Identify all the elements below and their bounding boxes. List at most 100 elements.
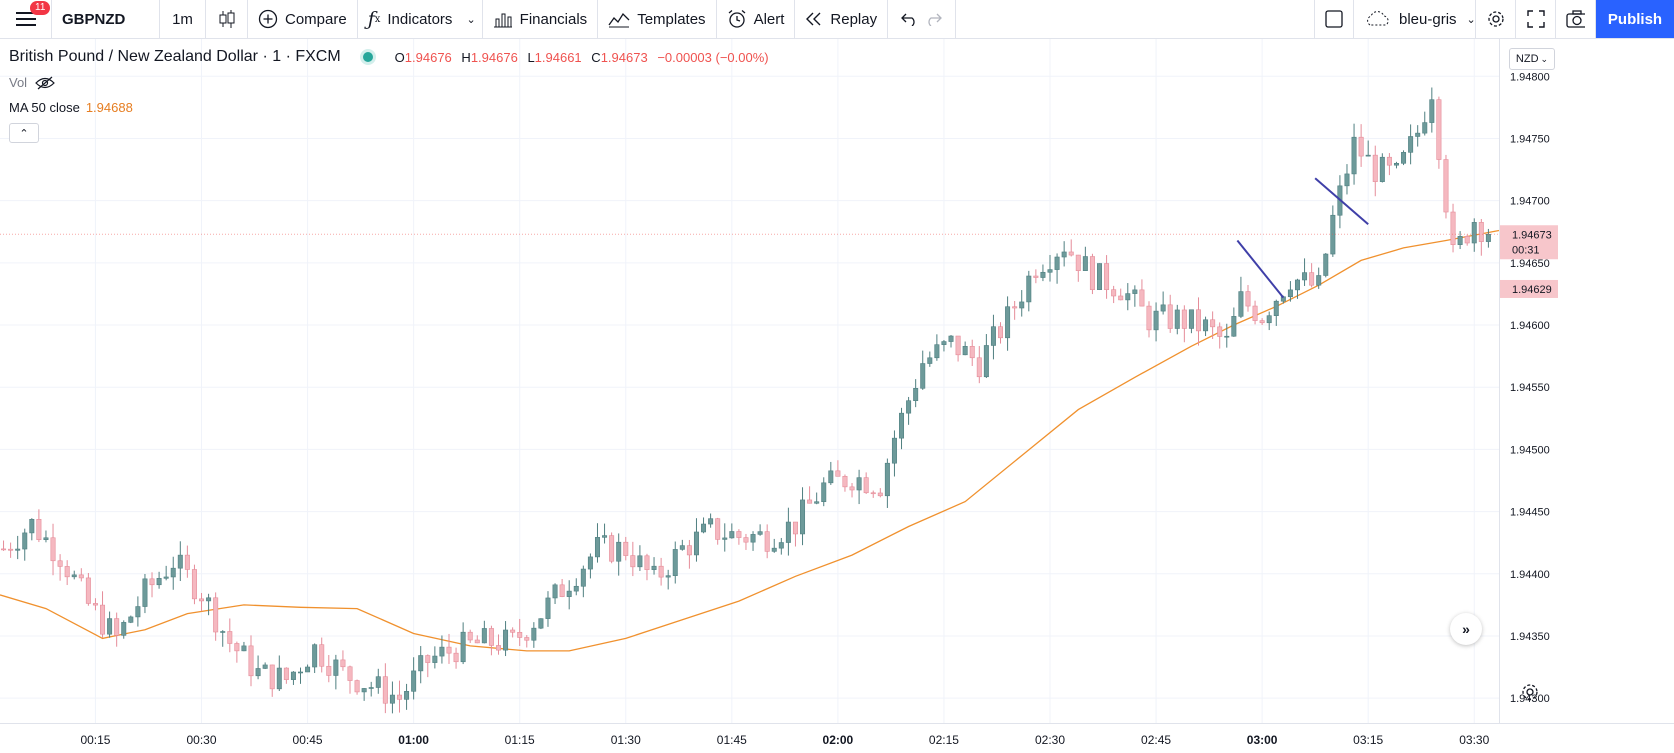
candle-body	[1266, 315, 1272, 324]
templates-button[interactable]: Templates	[598, 0, 717, 38]
candle-body	[1132, 289, 1138, 294]
trend-line	[1236, 239, 1285, 299]
candle-body	[1082, 256, 1088, 271]
candle-body	[361, 688, 367, 693]
candle-body	[1, 548, 7, 551]
layout-toggle-button[interactable]	[1314, 0, 1354, 38]
candle-body	[43, 537, 49, 540]
candle-body	[319, 644, 325, 667]
candle-body	[1358, 136, 1364, 157]
interval-button[interactable]: 1m	[160, 0, 206, 38]
undo-icon[interactable]	[900, 12, 919, 26]
candle-body	[1061, 251, 1067, 258]
chevron-down-icon: ⌄	[1466, 13, 1476, 26]
candle-body	[870, 492, 876, 495]
candle-body	[1160, 304, 1166, 312]
settings-button[interactable]	[1476, 0, 1516, 38]
symbol-search-button[interactable]: GBPNZD	[52, 0, 160, 38]
candle-body	[792, 521, 798, 535]
currency-selector[interactable]: NZD ⌄	[1509, 48, 1555, 70]
candle-body	[1167, 304, 1173, 329]
candle-body	[71, 574, 77, 578]
financials-button[interactable]: Financials	[483, 0, 599, 38]
candle-body	[85, 577, 91, 604]
chart-type-button[interactable]	[206, 0, 248, 38]
candle-body	[36, 519, 42, 540]
candle-body	[1181, 309, 1187, 329]
candle-body	[729, 531, 735, 539]
layout-name-button[interactable]: bleu-gris ⌄	[1354, 0, 1476, 38]
candle-body	[750, 534, 756, 543]
undo-redo-group	[888, 0, 957, 38]
time-tick-label: 02:00	[823, 733, 854, 747]
candle-body	[50, 537, 56, 562]
price-tick-label: 1.94700	[1510, 196, 1550, 208]
candle-body	[602, 535, 608, 538]
candle-body	[693, 531, 699, 556]
candle-body	[142, 578, 148, 607]
candle-body	[580, 568, 586, 587]
redo-icon[interactable]	[924, 12, 943, 26]
alert-label: Alert	[753, 10, 785, 28]
candle-body	[326, 665, 332, 676]
candle-body	[658, 565, 664, 578]
fullscreen-button[interactable]	[1516, 0, 1556, 38]
ma-legend[interactable]: MA 50 close 1.94688	[9, 100, 133, 115]
candles-layer	[1, 87, 1491, 714]
candle-body	[1294, 279, 1300, 291]
candle-body	[990, 326, 996, 346]
interval-label: 1m	[172, 10, 193, 28]
candle-body	[771, 547, 777, 552]
collapse-legend-button[interactable]: ⌃	[9, 123, 39, 143]
candle-body	[446, 646, 452, 654]
compare-button[interactable]: Compare	[248, 0, 358, 38]
ma-price-label: 1.94629	[1512, 284, 1552, 296]
candle-body	[269, 664, 275, 690]
candle-body	[375, 676, 381, 688]
candle-body	[206, 597, 212, 602]
candle-body	[1196, 309, 1201, 332]
candle-body	[503, 629, 509, 651]
scroll-to-realtime-button[interactable]: »	[1450, 613, 1482, 645]
candle-body	[1252, 305, 1258, 321]
publish-button[interactable]: Publish	[1596, 0, 1674, 38]
candle-body	[1012, 306, 1018, 309]
axis-settings-button[interactable]	[1520, 682, 1540, 707]
candle-body	[1287, 289, 1293, 298]
alert-button[interactable]: Alert	[717, 0, 796, 38]
toolbar-right: bleu-gris ⌄ Publish	[1314, 0, 1674, 38]
low-label: L	[527, 49, 535, 65]
candle-body	[64, 566, 70, 578]
candle-body	[199, 598, 205, 602]
candle-body	[262, 664, 268, 669]
candle-body	[1097, 263, 1102, 290]
candle-body	[962, 346, 968, 356]
candle-body	[899, 412, 905, 439]
time-tick-label: 02:30	[1035, 733, 1065, 747]
candle-body	[1224, 335, 1230, 338]
volume-legend[interactable]: Vol	[9, 75, 55, 90]
snapshot-button[interactable]	[1556, 0, 1596, 38]
time-tick-label: 01:30	[611, 733, 641, 747]
candle-body	[983, 345, 989, 378]
candle-body	[439, 646, 445, 657]
chart-grid	[0, 39, 1499, 723]
menu-button[interactable]: 11	[0, 0, 52, 38]
market-status-dot	[362, 52, 373, 62]
candle-body	[609, 535, 615, 562]
candle-body	[1429, 99, 1435, 123]
candle-body	[1351, 136, 1357, 175]
candle-body	[149, 578, 155, 586]
gear-icon	[1522, 684, 1538, 700]
symbol-title[interactable]: British Pound / New Zealand Dollar · 1 ·…	[9, 48, 341, 65]
candle-body	[955, 335, 961, 356]
candle-body	[849, 486, 855, 491]
last-price-label: 1.94673	[1512, 229, 1552, 241]
candle-body	[1365, 154, 1371, 157]
candle-body	[969, 346, 975, 359]
replay-button[interactable]: Replay	[795, 0, 889, 38]
eye-off-icon[interactable]	[35, 76, 55, 90]
candle-body	[785, 521, 791, 543]
